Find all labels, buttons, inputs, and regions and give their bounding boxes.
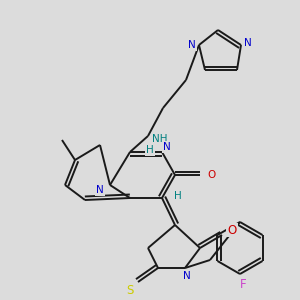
Text: N: N <box>188 40 196 50</box>
Text: H: H <box>146 145 154 155</box>
Text: NH: NH <box>152 134 168 144</box>
Text: S: S <box>126 284 134 296</box>
Text: N: N <box>183 271 191 281</box>
Text: N: N <box>163 142 171 152</box>
Text: N: N <box>96 185 104 195</box>
Text: H: H <box>174 191 182 201</box>
Text: O: O <box>227 224 237 236</box>
Text: O: O <box>207 170 215 180</box>
Text: F: F <box>240 278 246 290</box>
Text: N: N <box>244 38 252 48</box>
